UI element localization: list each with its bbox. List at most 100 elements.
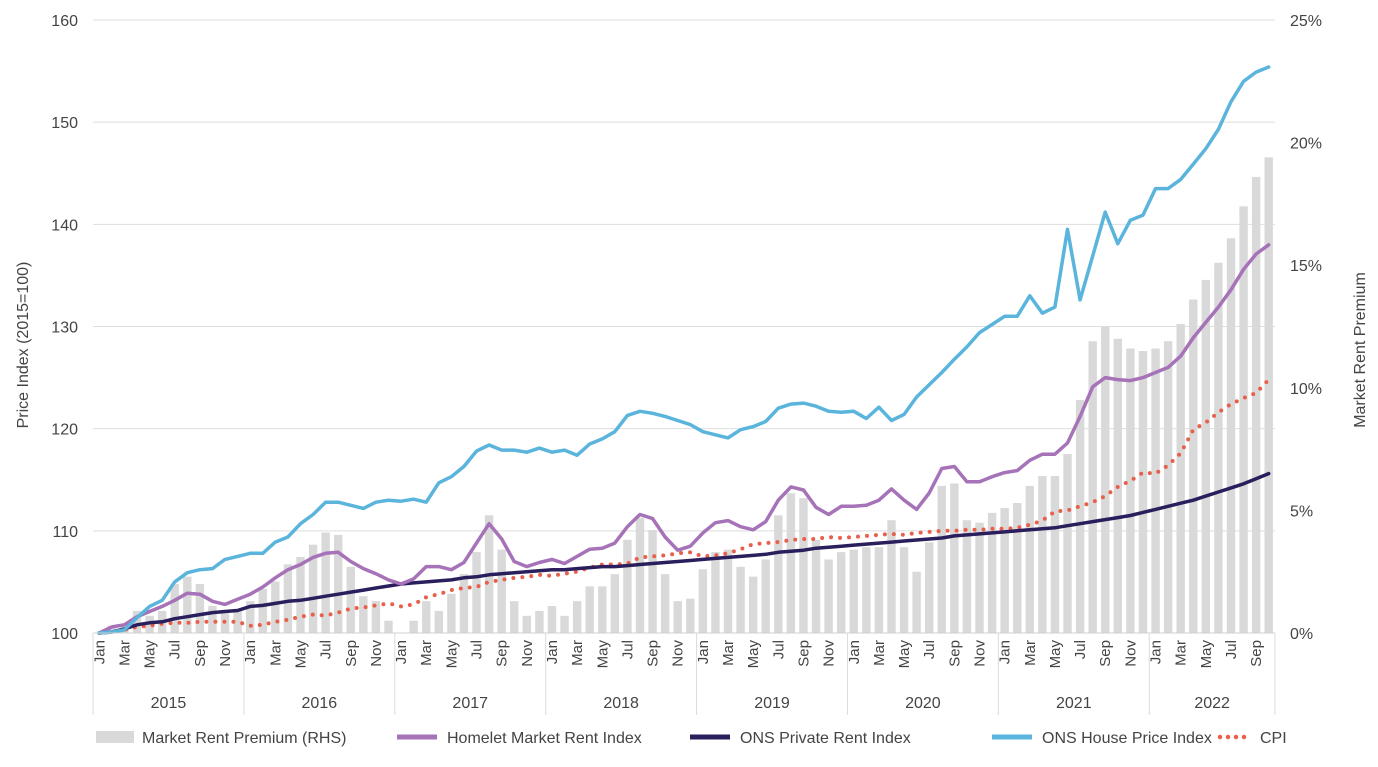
bar — [899, 547, 909, 633]
bar — [547, 606, 557, 633]
bar — [308, 544, 318, 633]
bar — [962, 520, 972, 633]
month-tick-label: Jul — [469, 640, 486, 659]
month-tick-label: Jul — [167, 640, 184, 659]
month-tick-label: May — [443, 640, 460, 669]
bar — [711, 552, 720, 633]
bar — [975, 522, 984, 633]
bar — [1251, 176, 1261, 634]
bar — [510, 601, 519, 633]
month-tick-label: Sep — [494, 640, 511, 667]
month-tick-label: Jul — [1223, 640, 1240, 659]
month-tick-label: May — [896, 640, 913, 669]
month-tick-label: Nov — [368, 640, 385, 667]
bar — [1163, 341, 1173, 633]
legend-label-ons-house-price: ONS House Price Index — [1042, 730, 1212, 747]
bar — [811, 539, 821, 633]
line-ons-house-price-index — [97, 65, 1271, 635]
bar — [208, 606, 217, 633]
y-tick-label: 160 — [51, 13, 78, 30]
bar — [107, 625, 117, 633]
bar — [1176, 324, 1185, 633]
bar — [459, 574, 469, 633]
legend-swatch-market-rent-premium — [96, 731, 134, 743]
y-tick-label: 110 — [52, 524, 78, 541]
month-tick-label: May — [594, 640, 611, 669]
legend-label-homelet: Homelet Market Rent Index — [447, 730, 642, 747]
month-tick-label: Jan — [695, 640, 712, 664]
line-homelet-market-rent-index — [97, 243, 1271, 635]
line-series — [97, 65, 1271, 635]
bar — [1151, 348, 1160, 633]
bar — [283, 564, 293, 633]
y2-tick-label: 15% — [1290, 258, 1322, 275]
bar — [774, 515, 783, 633]
month-tick-label: Sep — [645, 640, 662, 667]
bar — [836, 552, 846, 633]
bar — [824, 559, 833, 633]
bar — [132, 610, 142, 633]
month-tick-label: Nov — [519, 640, 536, 667]
month-tick-label: Sep — [343, 640, 360, 667]
bar — [925, 542, 934, 633]
month-tick-label: Sep — [946, 640, 963, 667]
bar — [1013, 503, 1022, 633]
bar — [371, 601, 381, 633]
bar — [635, 517, 645, 633]
month-tick-label: Jan — [91, 640, 108, 664]
bar — [623, 539, 632, 633]
month-tick-label: Sep — [1097, 640, 1114, 667]
month-tick-label: Sep — [1248, 640, 1265, 667]
bar — [1088, 341, 1097, 633]
bar — [887, 520, 896, 633]
month-tick-label: May — [142, 640, 159, 669]
y2-tick-label: 20% — [1290, 136, 1322, 153]
bar — [434, 610, 443, 633]
y2-tick-label: 10% — [1290, 381, 1322, 398]
legend-label-cpi: CPI — [1260, 730, 1287, 747]
y2-tick-label: 5% — [1290, 503, 1313, 520]
month-tick-label: Jul — [619, 640, 636, 659]
year-label: 2021 — [1056, 695, 1092, 712]
bar — [849, 549, 858, 633]
bar — [648, 530, 657, 633]
y-tick-label: 150 — [51, 115, 78, 132]
bar — [346, 566, 355, 633]
month-tick-label: Mar — [418, 640, 435, 666]
bar — [912, 571, 921, 633]
month-tick-label: Mar — [1173, 640, 1190, 666]
bar — [698, 569, 708, 633]
bar — [1000, 507, 1009, 633]
bar — [673, 601, 682, 633]
bar — [422, 601, 431, 633]
month-tick-label: Jul — [770, 640, 787, 659]
bar — [1264, 157, 1273, 633]
month-tick-label: Jan — [242, 640, 259, 664]
left-axis-ticks: 100 110 120 130 140 150 160 — [51, 13, 78, 643]
y2-tick-label: 0% — [1290, 626, 1313, 643]
bar — [598, 586, 607, 633]
bar — [686, 598, 695, 633]
month-tick-label: Nov — [1122, 640, 1139, 667]
bar-series-market-rent-premium — [107, 157, 1273, 634]
month-tick-label: Nov — [670, 640, 687, 667]
bar — [610, 574, 620, 633]
month-tick-label: Jul — [921, 640, 938, 659]
month-tick-label: May — [1047, 640, 1064, 669]
month-tick-label: Jan — [997, 640, 1014, 664]
bar — [170, 583, 179, 633]
bar — [585, 586, 594, 633]
bar — [1201, 279, 1211, 633]
bar — [572, 601, 582, 633]
y2-axis-title: Market Rent Premium — [1352, 272, 1369, 428]
bar — [447, 593, 456, 633]
month-tick-label: May — [1198, 640, 1215, 669]
month-tick-label: Jul — [318, 640, 335, 659]
bar — [1189, 299, 1198, 633]
bar — [1126, 348, 1135, 633]
bar — [761, 559, 770, 633]
bar — [1239, 206, 1248, 634]
bar — [258, 588, 267, 633]
month-tick-label: Jan — [846, 640, 863, 664]
